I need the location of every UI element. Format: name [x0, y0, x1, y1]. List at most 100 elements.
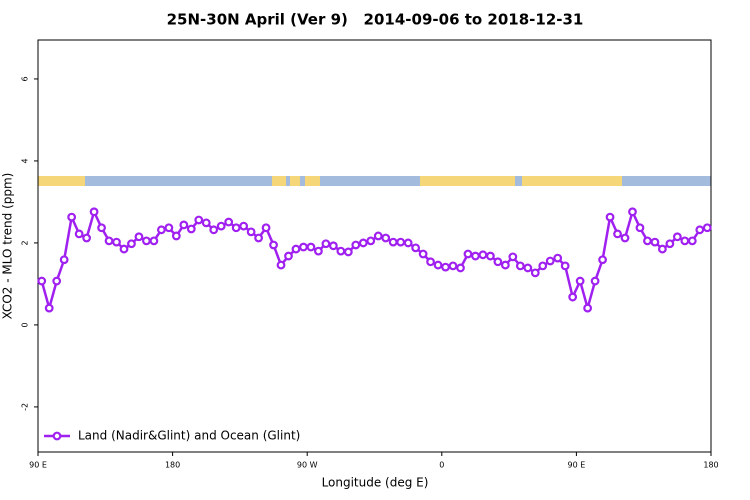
- data-point: [620, 233, 630, 243]
- data-point: [650, 237, 660, 247]
- data-point: [201, 218, 211, 228]
- y-tick-label: 0: [21, 322, 30, 327]
- data-point: [224, 217, 234, 227]
- series-line: [40, 208, 708, 313]
- data-point: [52, 276, 62, 286]
- data-point: [142, 236, 151, 246]
- data-point: [590, 276, 600, 286]
- y-tick-label: 6: [21, 76, 30, 81]
- data-point: [104, 236, 114, 246]
- data-point: [351, 240, 361, 250]
- map-strip: [38, 176, 711, 186]
- data-point: [680, 236, 690, 246]
- data-point: [358, 238, 368, 248]
- data-point: [643, 236, 652, 246]
- y-axis-label: XCO2 - MLO trend (ppm): [1, 173, 15, 320]
- data-point: [515, 261, 525, 271]
- x-tick-label: 180: [165, 461, 180, 470]
- data-point: [373, 231, 383, 241]
- data-point: [149, 236, 159, 246]
- data-point: [284, 251, 293, 261]
- data-point: [441, 262, 450, 272]
- data-point: [328, 241, 338, 251]
- data-point: [665, 239, 675, 249]
- data-point: [164, 223, 174, 233]
- chart-title: 25N-30N April (Ver 9) 2014-09-06 to 2018…: [167, 11, 584, 29]
- data-point: [246, 227, 256, 237]
- plot-frame: [37, 39, 712, 453]
- data-point: [134, 232, 144, 242]
- data-point: [209, 225, 219, 235]
- data-point: [179, 220, 189, 230]
- data-point: [403, 238, 413, 248]
- data-point: [231, 223, 241, 233]
- data-point: [695, 225, 705, 235]
- data-point: [538, 261, 548, 271]
- legend-marker: [52, 431, 62, 441]
- x-tick-label: 90 E: [568, 461, 586, 470]
- data-point: [67, 212, 77, 222]
- data-point: [269, 240, 278, 250]
- data-point: [530, 268, 540, 278]
- data-point: [478, 250, 488, 260]
- data-point: [299, 242, 308, 252]
- data-point: [657, 244, 667, 254]
- data-point: [508, 252, 518, 262]
- data-point: [89, 207, 99, 217]
- data-point: [486, 251, 495, 261]
- data-point: [628, 207, 637, 217]
- data-point: [583, 303, 593, 313]
- data-point: [426, 257, 435, 267]
- data-point: [418, 249, 428, 259]
- data-point: [336, 246, 346, 256]
- data-point: [687, 236, 697, 246]
- y-tick-label: -2: [21, 403, 30, 411]
- data-point: [74, 229, 84, 239]
- data-point: [396, 237, 406, 247]
- data-point: [321, 239, 331, 249]
- data-point: [44, 303, 54, 313]
- data-point: [261, 223, 271, 233]
- data-point: [194, 215, 204, 225]
- data-point: [112, 237, 121, 247]
- data-point: [635, 223, 645, 233]
- data-point: [343, 247, 353, 257]
- data-point: [37, 276, 47, 286]
- data-point: [254, 233, 263, 243]
- data-point: [463, 249, 473, 259]
- data-point: [605, 212, 615, 222]
- data-point: [672, 232, 682, 242]
- data-point: [471, 251, 480, 261]
- data-point: [448, 261, 458, 271]
- data-point: [127, 239, 136, 249]
- data-point: [59, 255, 69, 265]
- data-point: [119, 244, 129, 254]
- data-point: [411, 243, 421, 253]
- data-point: [239, 221, 249, 231]
- x-tick-label: 90 E: [29, 461, 47, 470]
- y-tick-label: 4: [21, 158, 30, 163]
- data-point: [291, 244, 301, 254]
- data-point: [216, 221, 226, 231]
- data-point: [381, 233, 391, 243]
- data-point: [456, 263, 465, 273]
- x-tick-label: 90 W: [297, 461, 318, 470]
- data-point: [366, 236, 376, 246]
- data-point: [276, 260, 286, 270]
- x-tick-label: 0: [439, 461, 444, 470]
- data-point: [560, 261, 570, 271]
- data-point: [186, 224, 196, 234]
- data-point: [433, 260, 443, 270]
- data-point: [598, 255, 607, 265]
- data-point: [82, 233, 92, 243]
- data-point: [156, 225, 166, 235]
- data-point: [493, 257, 503, 267]
- x-tick-label: 180: [703, 461, 718, 470]
- legend-label: Land (Nadir&Glint) and Ocean (Glint): [78, 429, 300, 443]
- y-tick-label: 2: [21, 240, 30, 245]
- data-point: [171, 231, 181, 241]
- data-point: [702, 223, 712, 233]
- data-point: [306, 242, 316, 252]
- data-point: [575, 276, 585, 286]
- data-point: [388, 237, 398, 247]
